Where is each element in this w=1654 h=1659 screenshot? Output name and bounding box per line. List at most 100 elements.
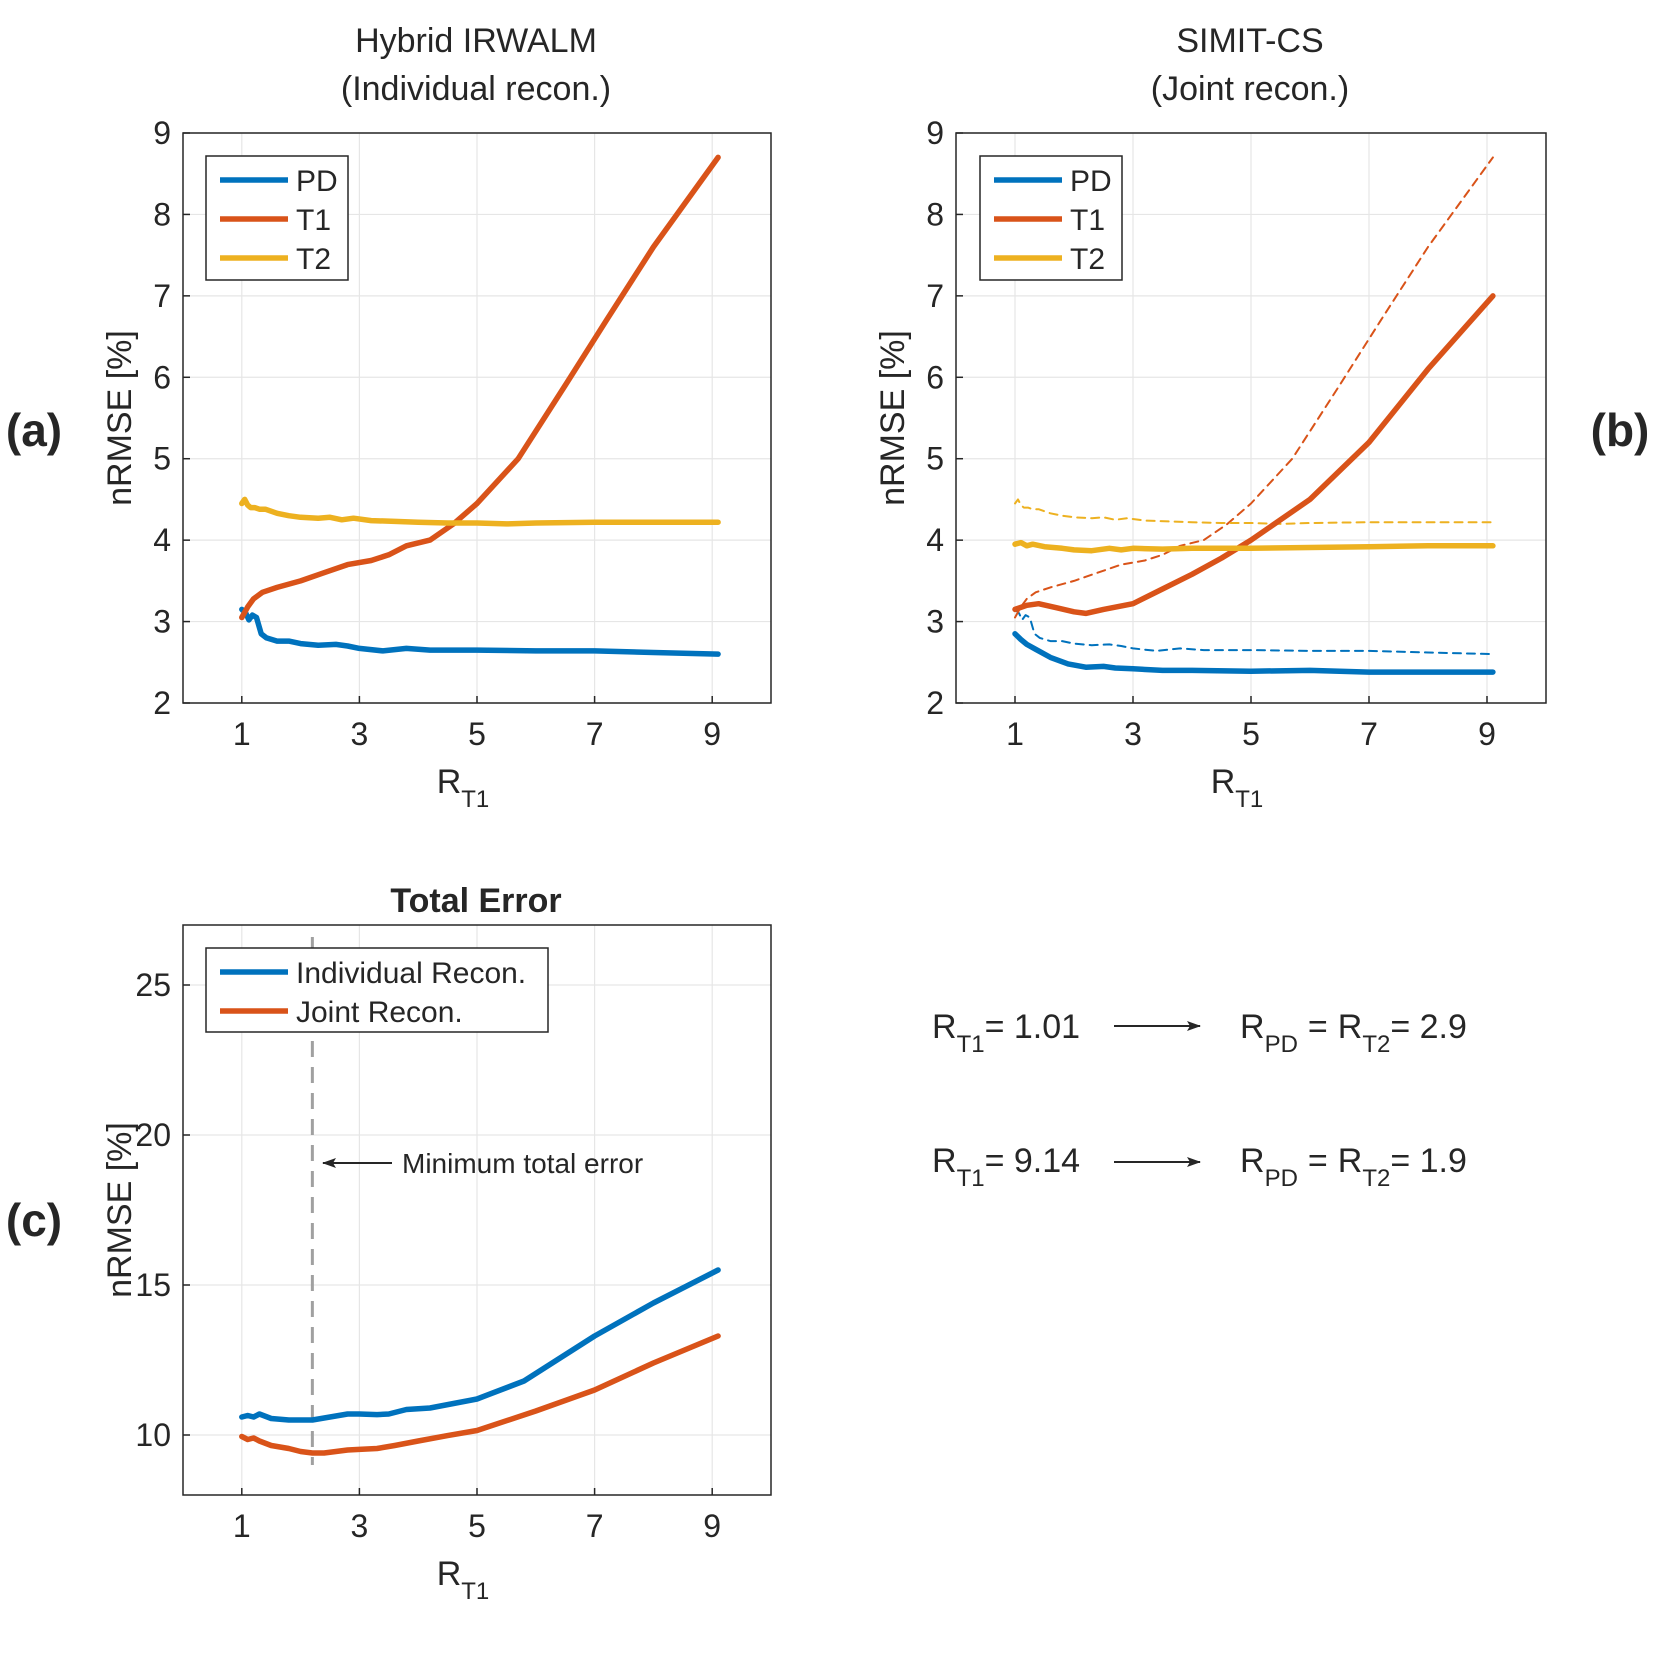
ratio1-equals: = bbox=[1308, 1008, 1328, 1046]
y-tick-label: 9 bbox=[926, 115, 944, 151]
ratio1-rt2-value: = 2.9 bbox=[1390, 1008, 1467, 1046]
y-tick-label: 5 bbox=[926, 441, 944, 477]
ratio2-rt2-value: = 1.9 bbox=[1390, 1142, 1467, 1180]
panel-label-b: (b) bbox=[1591, 404, 1650, 456]
svg-text:RPD=RT2= 1.9: RPD = RT2= 1.9 bbox=[1240, 1142, 1467, 1192]
legend-label: Individual Recon. bbox=[296, 957, 526, 990]
x-tick-label: 9 bbox=[703, 716, 721, 752]
x-axis-label-sub: T1 bbox=[461, 786, 489, 813]
y-tick-label: 9 bbox=[153, 115, 171, 151]
annotation-label: Minimum total error bbox=[402, 1148, 643, 1179]
ratio2-lhs-main: R bbox=[932, 1142, 957, 1180]
x-tick-label: 1 bbox=[1006, 716, 1024, 752]
x-tick-label: 1 bbox=[233, 716, 251, 752]
y-tick-label: 20 bbox=[135, 1117, 171, 1153]
y-tick-label: 15 bbox=[135, 1267, 171, 1303]
panel-b-title: SIMIT-CS bbox=[1176, 22, 1323, 60]
y-tick-label: 4 bbox=[153, 522, 171, 558]
axes-box bbox=[182, 132, 772, 704]
panel-label-c: (c) bbox=[6, 1194, 62, 1246]
x-tick-label: 7 bbox=[586, 1508, 604, 1544]
ratio2-rt2-sub: T2 bbox=[1362, 1165, 1390, 1192]
ratio1-lhs-value: = 1.01 bbox=[985, 1008, 1080, 1046]
y-axis-label: nRMSE [%] bbox=[874, 330, 912, 506]
series-line-joint-recon bbox=[239, 1333, 721, 1456]
ratio1-rt2-main: R bbox=[1338, 1008, 1363, 1046]
y-tick-label: 8 bbox=[926, 196, 944, 232]
x-axis-label-main: R bbox=[1211, 763, 1236, 801]
y-tick-label: 8 bbox=[153, 196, 171, 232]
series-line-t2 bbox=[239, 496, 721, 527]
series-line-pd-individual bbox=[1014, 608, 1494, 656]
x-axis-label-main: R bbox=[437, 763, 462, 801]
x-tick-label: 1 bbox=[233, 1508, 251, 1544]
ratio2-lhs-value: = 9.14 bbox=[985, 1142, 1080, 1180]
panel-c-chart: Total Error 1 3 5 7 9 10 15 20 25 RT1 nRMSE [%] Ind… bbox=[101, 882, 772, 1605]
series-line-t2 bbox=[1012, 539, 1496, 554]
legend-label: T1 bbox=[296, 204, 331, 237]
y-tick-label: 7 bbox=[153, 278, 171, 314]
panel-a-chart: Hybrid IRWALM (Individual recon.) 1 3 5 7 9 2… bbox=[101, 22, 772, 813]
series-line-individual-recon bbox=[239, 1267, 721, 1423]
ratio-equation-1: RT1= 1.01 RPD = RT2= 2.9 bbox=[932, 1008, 1467, 1058]
series-line-t1-individual bbox=[1014, 156, 1494, 619]
svg-text:RT1= 9.14: RT1= 9.14 bbox=[932, 1142, 1080, 1192]
ratio2-rt2-main: R bbox=[1338, 1142, 1363, 1180]
x-tick-label: 9 bbox=[1478, 716, 1496, 752]
svg-text:RT1= 1.01: RT1= 1.01 bbox=[932, 1008, 1080, 1058]
legend-label: T2 bbox=[296, 243, 331, 276]
x-tick-label: 7 bbox=[586, 716, 604, 752]
ratio2-equals: = bbox=[1308, 1142, 1328, 1180]
svg-text:RPD=RT2= 2.9: RPD = RT2= 2.9 bbox=[1240, 1008, 1467, 1058]
x-axis-label-sub: T1 bbox=[461, 1578, 489, 1605]
panel-label-a: (a) bbox=[6, 404, 62, 456]
legend-label: Joint Recon. bbox=[296, 996, 463, 1029]
y-tick-label: 3 bbox=[926, 604, 944, 640]
legend-label: PD bbox=[1070, 165, 1112, 198]
ratio1-lhs-sub: T1 bbox=[957, 1031, 985, 1058]
panel-b-chart: SIMIT-CS (Joint recon.) 1 3 5 7 923456789RT1… bbox=[874, 22, 1547, 813]
x-axis-label-main: R bbox=[437, 1555, 462, 1593]
x-tick-label: 5 bbox=[468, 716, 486, 752]
panel-c-title: Total Error bbox=[390, 882, 561, 920]
panel-b-subtitle: (Joint recon.) bbox=[1151, 70, 1349, 108]
y-tick-label: 6 bbox=[153, 359, 171, 395]
ratio2-rpd-sub: PD bbox=[1265, 1165, 1298, 1192]
legend: PD T1 T2 bbox=[979, 155, 1123, 281]
ratio1-rt2-sub: T2 bbox=[1362, 1031, 1390, 1058]
panel-a-subtitle: (Individual recon.) bbox=[341, 70, 611, 108]
ratio1-rpd-sub: PD bbox=[1265, 1031, 1298, 1058]
y-tick-label: 5 bbox=[153, 441, 171, 477]
axes-box bbox=[955, 132, 1547, 704]
y-tick-label: 7 bbox=[926, 278, 944, 314]
legend-label: T2 bbox=[1070, 243, 1105, 276]
y-tick-label: 2 bbox=[153, 685, 171, 721]
y-axis-label: nRMSE [%] bbox=[101, 330, 139, 506]
series-line-t1 bbox=[239, 154, 721, 621]
ratio1-rpd-main: R bbox=[1240, 1008, 1265, 1046]
x-tick-label: 3 bbox=[351, 1508, 369, 1544]
y-tick-label: 10 bbox=[135, 1417, 171, 1453]
panel-a-title: Hybrid IRWALM bbox=[355, 22, 597, 60]
x-axis-label: RT1 bbox=[1211, 763, 1264, 813]
y-tick-label: 25 bbox=[135, 967, 171, 1003]
ratio2-lhs-sub: T1 bbox=[957, 1165, 985, 1192]
x-tick-label: 3 bbox=[1124, 716, 1142, 752]
x-axis-label: RT1 bbox=[437, 763, 490, 813]
x-tick-label: 5 bbox=[1242, 716, 1260, 752]
series-line-pd bbox=[239, 606, 721, 657]
ratio2-rpd-main: R bbox=[1240, 1142, 1265, 1180]
y-axis-label: nRMSE [%] bbox=[101, 1122, 139, 1298]
axes-box bbox=[182, 924, 772, 1496]
x-axis-label: RT1 bbox=[437, 1555, 490, 1605]
legend-label: T1 bbox=[1070, 204, 1105, 237]
ratio-equation-2: RT1= 9.14 RPD = RT2= 1.9 bbox=[932, 1142, 1467, 1192]
series-line-pd bbox=[1012, 631, 1496, 675]
y-tick-label: 2 bbox=[926, 685, 944, 721]
x-tick-label: 3 bbox=[351, 716, 369, 752]
x-axis-label-sub: T1 bbox=[1235, 786, 1263, 813]
x-tick-label: 5 bbox=[468, 1508, 486, 1544]
y-tick-label: 4 bbox=[926, 522, 944, 558]
x-tick-label: 9 bbox=[703, 1508, 721, 1544]
